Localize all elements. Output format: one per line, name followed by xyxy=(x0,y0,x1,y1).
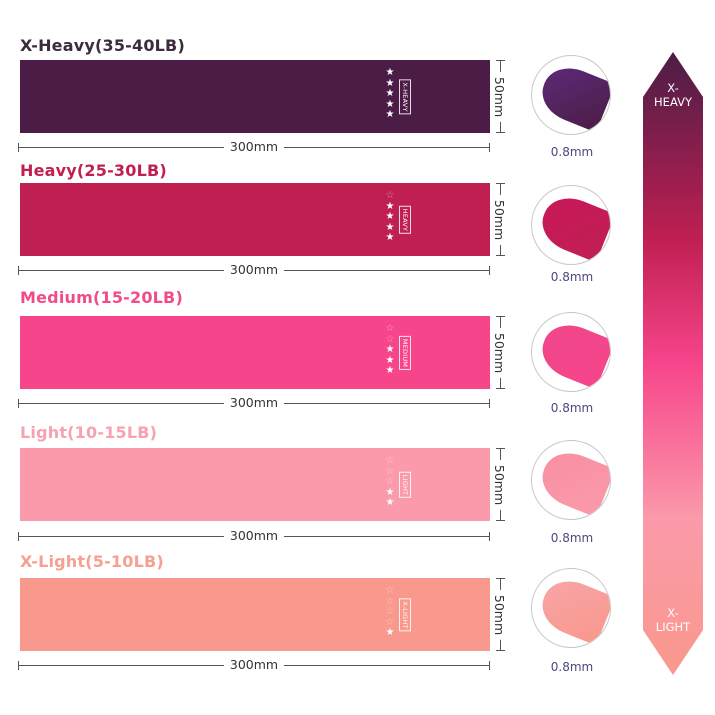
length-dimension: 300mm xyxy=(18,528,490,543)
band-swatch: ☆ ☆ ☆ ★ ★ LIGHT xyxy=(20,448,490,521)
scale-top-label: X- HEAVY xyxy=(643,81,703,109)
star-filled-icon: ★ xyxy=(385,221,395,233)
star-filled-icon: ★ xyxy=(385,98,395,110)
width-dimension: 50mm xyxy=(492,448,507,521)
band-tag: HEAVY xyxy=(399,205,411,234)
band-title: Heavy(25-30LB) xyxy=(20,161,167,180)
band-loop-closeup xyxy=(534,444,610,518)
star-empty-icon: ☆ xyxy=(385,465,395,477)
resistance-scale-arrow xyxy=(643,52,703,675)
star-filled-icon: ★ xyxy=(385,211,395,222)
band-loop-closeup xyxy=(534,572,610,646)
band-title: X-Heavy(35-40LB) xyxy=(20,36,185,55)
length-label: 300mm xyxy=(223,395,285,410)
star-filled-icon: ★ xyxy=(385,365,395,376)
length-dimension: 300mm xyxy=(18,139,490,154)
length-dimension: 300mm xyxy=(18,262,490,277)
band-swatch: ☆ ☆ ★ ★ ★ MEDIUM xyxy=(20,316,490,389)
star-empty-icon: ☆ xyxy=(385,333,395,345)
thickness-detail-image xyxy=(531,312,611,392)
band-tag: MEDIUM xyxy=(399,335,411,370)
width-dimension: 50mm xyxy=(492,60,507,133)
scale-bottom-label-line1: X- xyxy=(667,606,679,620)
scale-bottom-label-line2: LIGHT xyxy=(655,620,691,634)
band-swatch: ★ ★ ★ ★ ★ X-HEAVY xyxy=(20,60,490,133)
band-title: Medium(15-20LB) xyxy=(20,288,183,307)
width-dimension: 50mm xyxy=(492,578,507,651)
thickness-detail-image xyxy=(531,185,611,265)
thickness-label: 0.8mm xyxy=(550,401,594,415)
star-empty-icon: ☆ xyxy=(385,190,395,201)
width-label: 50mm xyxy=(492,327,507,378)
band-swatch: ☆ ☆ ☆ ☆ ★ X-LIGHT xyxy=(20,578,490,651)
star-empty-icon: ☆ xyxy=(385,606,395,617)
width-dimension: 50mm xyxy=(492,316,507,389)
strength-stars: ☆ ☆ ★ ★ ★ xyxy=(384,323,396,377)
thickness-label: 0.8mm xyxy=(550,270,594,284)
star-filled-icon: ★ xyxy=(385,486,395,498)
width-label: 50mm xyxy=(492,71,507,122)
band-loop-closeup xyxy=(534,189,610,263)
star-filled-icon: ★ xyxy=(385,344,395,355)
thickness-label: 0.8mm xyxy=(550,145,594,159)
thickness-detail-image xyxy=(531,440,611,520)
strength-stars: ☆ ☆ ☆ ★ ★ xyxy=(384,455,396,509)
scale-top-label-line1: X- xyxy=(667,81,679,95)
band-title: X-Light(5-10LB) xyxy=(20,552,164,571)
width-dimension: 50mm xyxy=(492,183,507,256)
thickness-detail-image xyxy=(531,55,611,135)
star-filled-icon: ★ xyxy=(385,354,395,366)
length-dimension: 300mm xyxy=(18,657,490,672)
strength-stars: ☆ ☆ ☆ ☆ ★ xyxy=(384,585,396,639)
length-dimension: 300mm xyxy=(18,395,490,410)
width-label: 50mm xyxy=(492,589,507,640)
length-label: 300mm xyxy=(223,139,285,154)
length-label: 300mm xyxy=(223,528,285,543)
width-label: 50mm xyxy=(492,459,507,510)
star-filled-icon: ★ xyxy=(385,497,395,508)
star-filled-icon: ★ xyxy=(385,88,395,99)
band-loop-closeup xyxy=(534,59,610,133)
star-empty-icon: ☆ xyxy=(385,616,395,628)
thickness-label: 0.8mm xyxy=(550,660,594,674)
band-swatch: ☆ ★ ★ ★ ★ HEAVY xyxy=(20,183,490,256)
length-label: 300mm xyxy=(223,262,285,277)
thickness-detail-image xyxy=(531,568,611,648)
star-empty-icon: ☆ xyxy=(385,476,395,487)
star-empty-icon: ☆ xyxy=(385,323,395,334)
width-label: 50mm xyxy=(492,194,507,245)
star-empty-icon: ☆ xyxy=(385,595,395,607)
star-empty-icon: ☆ xyxy=(385,455,395,466)
length-label: 300mm xyxy=(223,657,285,672)
scale-top-label-line2: HEAVY xyxy=(654,95,692,109)
star-filled-icon: ★ xyxy=(385,67,395,78)
star-filled-icon: ★ xyxy=(385,200,395,212)
band-tag: LIGHT xyxy=(399,471,411,498)
star-filled-icon: ★ xyxy=(385,627,395,638)
strength-stars: ★ ★ ★ ★ ★ xyxy=(384,67,396,121)
band-loop-closeup xyxy=(534,316,610,390)
star-filled-icon: ★ xyxy=(385,109,395,120)
band-tag: X-HEAVY xyxy=(399,78,411,115)
star-filled-icon: ★ xyxy=(385,77,395,89)
star-filled-icon: ★ xyxy=(385,232,395,243)
scale-bottom-label: X- LIGHT xyxy=(643,606,703,634)
star-empty-icon: ☆ xyxy=(385,585,395,596)
band-tag: X-LIGHT xyxy=(399,597,411,632)
strength-stars: ☆ ★ ★ ★ ★ xyxy=(384,190,396,244)
thickness-label: 0.8mm xyxy=(550,531,594,545)
band-title: Light(10-15LB) xyxy=(20,423,158,442)
